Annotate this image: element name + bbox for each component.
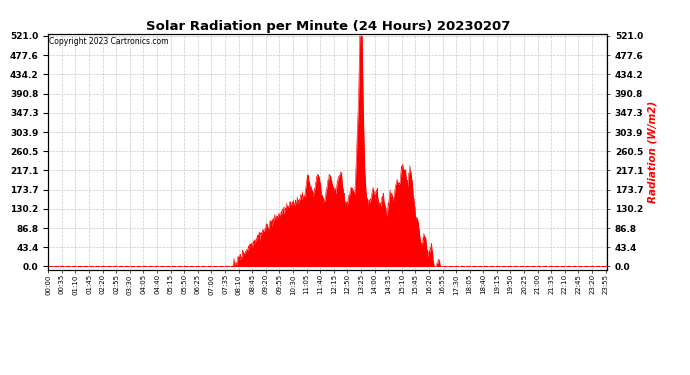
Text: Copyright 2023 Cartronics.com: Copyright 2023 Cartronics.com bbox=[50, 37, 169, 46]
Title: Solar Radiation per Minute (24 Hours) 20230207: Solar Radiation per Minute (24 Hours) 20… bbox=[146, 20, 510, 33]
Y-axis label: Radiation (W/m2): Radiation (W/m2) bbox=[648, 101, 658, 203]
